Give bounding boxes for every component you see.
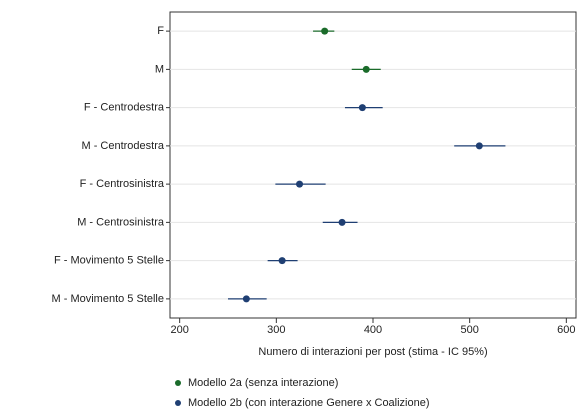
y-tick-label: M - Centrosinistra — [77, 216, 165, 228]
point — [242, 295, 250, 303]
point — [278, 257, 286, 265]
legend-label: Modello 2b (con interazione Genere x Coa… — [188, 397, 430, 409]
point — [358, 104, 366, 112]
legend-marker — [175, 400, 181, 406]
plot-frame — [169, 11, 577, 319]
y-tick-label: F - Centrodestra — [84, 102, 165, 114]
y-tick-label: M - Centrodestra — [81, 140, 164, 152]
point — [338, 218, 346, 226]
legend-marker — [175, 380, 181, 386]
y-tick-label: F - Centrosinistra — [80, 178, 165, 190]
y-tick-label: M - Movimento 5 Stelle — [52, 293, 164, 305]
y-tick-label: M — [155, 63, 164, 75]
x-tick-label: 300 — [267, 324, 285, 336]
y-tick-label: F — [157, 25, 164, 37]
y-tick-label: F - Movimento 5 Stelle — [54, 255, 164, 267]
x-tick-label: 600 — [557, 324, 575, 336]
x-tick-label: 200 — [170, 324, 188, 336]
point — [362, 65, 370, 73]
point — [321, 27, 329, 35]
point — [475, 142, 483, 150]
x-tick-label: 500 — [460, 324, 478, 336]
x-tick-label: 400 — [364, 324, 382, 336]
x-axis-label: Numero di interazioni per post (stima - … — [258, 346, 487, 358]
point — [296, 180, 304, 188]
legend-label: Modello 2a (senza interazione) — [188, 377, 338, 389]
